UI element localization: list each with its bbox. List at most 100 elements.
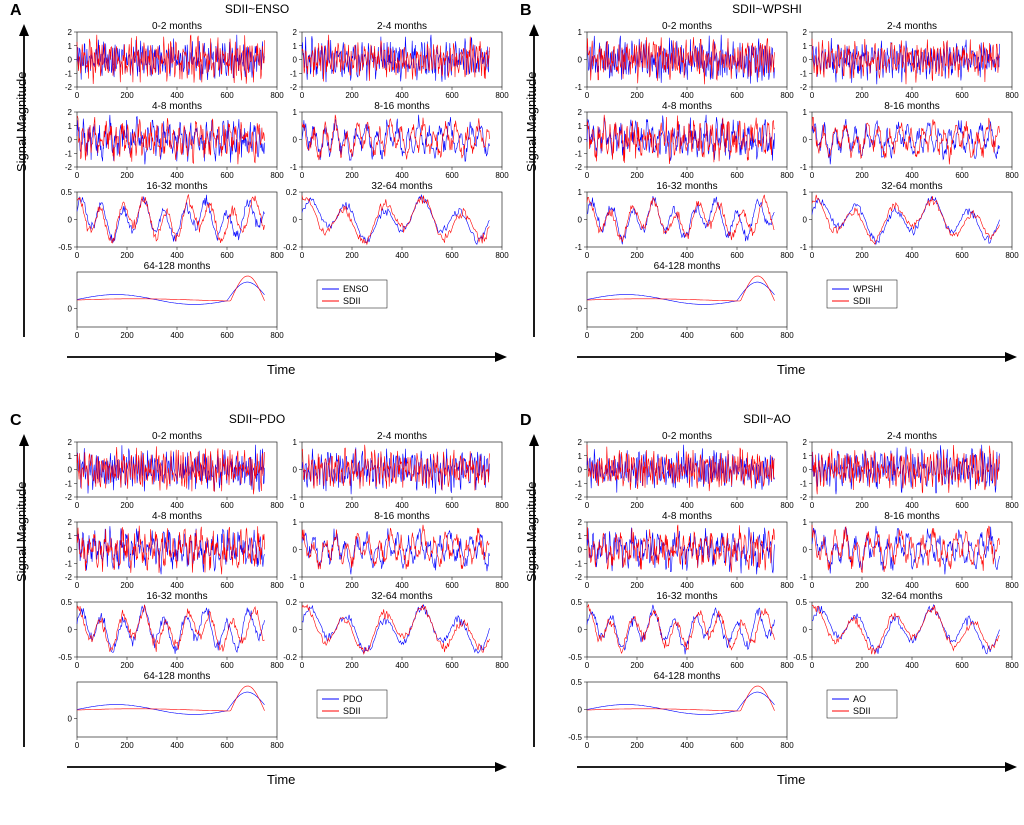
subplot-frame — [812, 192, 1012, 247]
x-tick-label: 200 — [630, 581, 644, 590]
x-tick-label: 800 — [1005, 171, 1019, 180]
x-tick-label: 200 — [855, 501, 869, 510]
legend-label-1: SDII — [343, 706, 361, 716]
y-tick-label: -1 — [65, 479, 73, 488]
x-tick-label: 800 — [1005, 91, 1019, 100]
y-tick-label: 1 — [578, 452, 583, 461]
x-tick-label: 800 — [495, 171, 509, 180]
y-tick-label: 0 — [293, 136, 298, 145]
y-tick-label: 1 — [803, 108, 808, 117]
x-tick-label: 800 — [270, 171, 284, 180]
series-1-line — [812, 197, 1000, 245]
x-tick-label: 800 — [270, 331, 284, 340]
x-tick-label: 600 — [445, 171, 459, 180]
panel-A: ASDII~ENSO0-2 months-2-10120200400600800… — [2, 2, 512, 412]
y-tick-label: 0 — [68, 466, 73, 475]
subplot-title: 16-32 months — [656, 591, 717, 602]
x-tick-label: 0 — [585, 741, 590, 750]
x-tick-label: 400 — [680, 581, 694, 590]
y-axis-label: Signal Magnitude — [14, 72, 29, 172]
legend-label-0: WPSHI — [853, 284, 883, 294]
subplot-title: 8-16 months — [374, 511, 430, 522]
subplot-title: 64-128 months — [654, 671, 721, 682]
x-tick-label: 600 — [220, 741, 234, 750]
y-tick-label: 1 — [293, 518, 298, 527]
x-tick-label: 600 — [955, 171, 969, 180]
x-tick-label: 600 — [730, 91, 744, 100]
x-tick-label: 0 — [300, 581, 305, 590]
x-tick-label: 600 — [955, 251, 969, 260]
legend-label-1: SDII — [853, 296, 871, 306]
y-tick-label: -1 — [290, 69, 298, 78]
x-tick-label: 200 — [345, 581, 359, 590]
x-tick-label: 200 — [120, 501, 134, 510]
x-tick-label: 200 — [345, 171, 359, 180]
x-tick-label: 800 — [270, 661, 284, 670]
x-tick-label: 800 — [1005, 251, 1019, 260]
y-tick-label: -1 — [65, 149, 73, 158]
y-tick-label: -1 — [800, 163, 808, 172]
y-tick-label: -2 — [575, 163, 583, 172]
x-tick-label: 0 — [75, 741, 80, 750]
x-tick-label: 400 — [395, 171, 409, 180]
x-tick-label: 400 — [905, 251, 919, 260]
subplot-title: 64-128 months — [144, 671, 211, 682]
x-tick-label: 200 — [120, 661, 134, 670]
x-tick-label: 0 — [75, 581, 80, 590]
subplot-frame — [77, 442, 277, 497]
x-tick-label: 600 — [730, 331, 744, 340]
subplot-title: 8-16 months — [374, 101, 430, 112]
y-tick-label: 2 — [578, 438, 583, 447]
x-tick-label: 800 — [780, 331, 794, 340]
x-tick-label: 200 — [630, 741, 644, 750]
x-tick-label: 400 — [170, 251, 184, 260]
subplot-title: 8-16 months — [884, 511, 940, 522]
y-tick-label: 1 — [68, 532, 73, 541]
y-tick-label: -1 — [575, 479, 583, 488]
x-tick-label: 400 — [170, 661, 184, 670]
y-tick-label: 0.5 — [61, 598, 73, 607]
series-2-line — [812, 605, 1000, 654]
subplot-title: 0-2 months — [662, 21, 712, 32]
x-tick-label: 400 — [680, 501, 694, 510]
subplot-title: 64-128 months — [144, 261, 211, 272]
y-tick-label: 1 — [803, 452, 808, 461]
x-tick-label: 0 — [300, 91, 305, 100]
y-tick-label: -2 — [65, 493, 73, 502]
x-tick-label: 600 — [220, 331, 234, 340]
y-tick-label: -0.2 — [283, 653, 297, 662]
x-tick-label: 600 — [955, 91, 969, 100]
y-tick-label: 0.5 — [571, 678, 583, 687]
series-2-line — [587, 195, 775, 242]
y-tick-label: 0 — [293, 466, 298, 475]
x-tick-label: 800 — [1005, 581, 1019, 590]
y-tick-label: 0 — [803, 626, 808, 635]
subplot-title: 32-64 months — [881, 591, 942, 602]
panel-svg-B: 0-2 months-10102004006008002-4 months-2-… — [512, 2, 1022, 412]
y-tick-label: 0 — [68, 305, 73, 314]
x-tick-label: 800 — [1005, 501, 1019, 510]
y-tick-label: 0 — [293, 626, 298, 635]
x-tick-label: 400 — [395, 661, 409, 670]
x-tick-label: 200 — [120, 91, 134, 100]
y-tick-label: 0 — [68, 136, 73, 145]
series-1-line — [77, 115, 265, 164]
x-tick-label: 600 — [220, 91, 234, 100]
y-axis-label: Signal Magnitude — [524, 482, 539, 582]
y-tick-label: -1 — [800, 479, 808, 488]
x-tick-label: 600 — [220, 581, 234, 590]
y-tick-label: 0 — [293, 216, 298, 225]
subplot-title: 2-4 months — [377, 21, 427, 32]
x-tick-label: 0 — [810, 91, 815, 100]
subplot-title: 0-2 months — [152, 21, 202, 32]
x-tick-label: 800 — [495, 251, 509, 260]
series-2-line — [587, 115, 775, 164]
x-tick-label: 600 — [220, 171, 234, 180]
x-tick-label: 600 — [445, 251, 459, 260]
series-2-line — [587, 276, 775, 301]
y-tick-label: 0 — [578, 626, 583, 635]
x-tick-label: 800 — [270, 91, 284, 100]
x-tick-label: 0 — [300, 171, 305, 180]
x-tick-label: 800 — [495, 501, 509, 510]
y-tick-label: 1 — [578, 532, 583, 541]
